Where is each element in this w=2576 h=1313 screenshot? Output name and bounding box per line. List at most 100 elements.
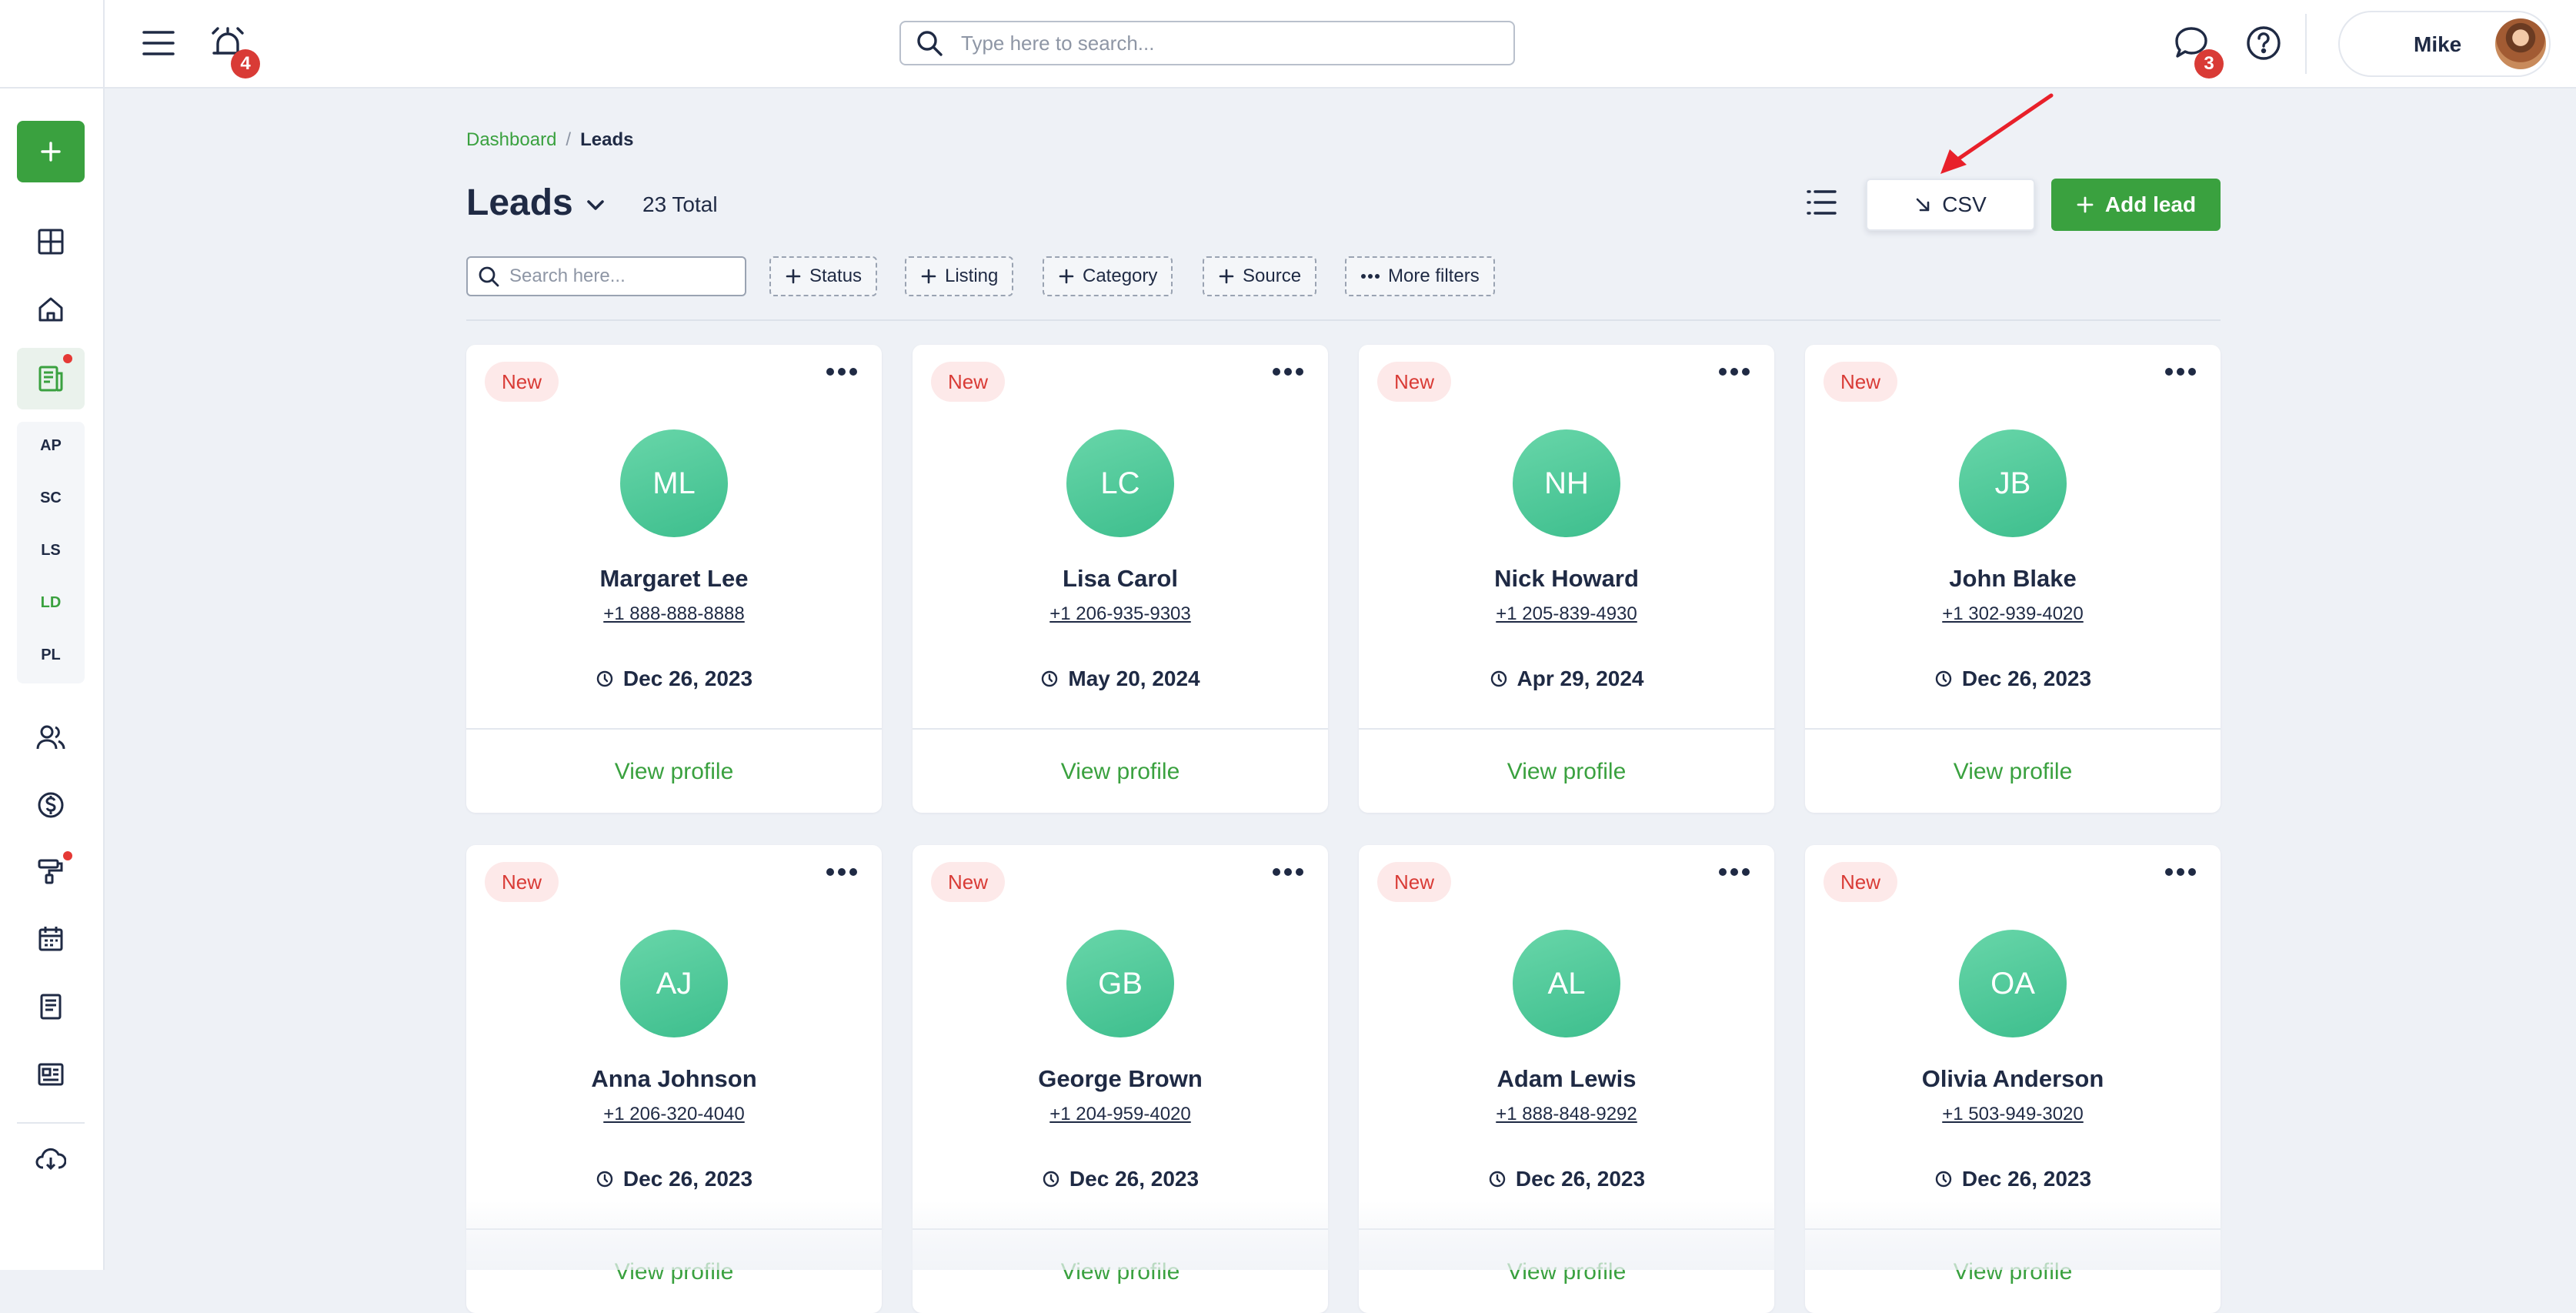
global-search[interactable] (899, 21, 1515, 65)
lead-date-text: Apr 29, 2024 (1517, 667, 1644, 690)
sidebar-item-ls[interactable]: LS (41, 542, 61, 559)
sidebar-item-dashboard[interactable] (31, 222, 71, 262)
sidebar-item-maintenance[interactable] (31, 851, 71, 891)
lead-card: New JB John Blake +1 302-939-4020 Dec 26, 20… (1805, 345, 2221, 813)
card-menu-button[interactable] (2164, 366, 2197, 381)
view-profile-link[interactable]: View profile (1060, 759, 1180, 784)
filter-source-label: Source (1243, 266, 1302, 286)
dollar-circle-icon (38, 792, 64, 818)
user-menu[interactable]: Mike (2338, 11, 2551, 77)
avatar: AL (1513, 930, 1620, 1037)
page-title[interactable]: Leads (466, 182, 573, 223)
leads-section-icon-wrap[interactable] (31, 359, 71, 399)
lead-name: George Brown (1038, 1065, 1203, 1092)
more-horizontal-icon (1719, 868, 1750, 876)
sidebar-item-download[interactable] (31, 1139, 71, 1179)
filter-status[interactable]: Status (769, 256, 878, 296)
avatar: NH (1513, 429, 1620, 537)
quick-create-button[interactable] (17, 121, 85, 182)
grid-layout-icon (38, 229, 64, 255)
view-profile-link[interactable]: View profile (1507, 759, 1627, 784)
help-button[interactable] (2242, 22, 2285, 65)
sidebar-item-leads-active[interactable] (17, 348, 85, 409)
card-menu-button[interactable] (1271, 867, 1305, 881)
card-menu-button[interactable] (2164, 867, 2197, 881)
messages-button[interactable] (2170, 22, 2213, 65)
view-profile-link[interactable]: View profile (1060, 1259, 1180, 1285)
sidebar-item-ap[interactable]: AP (40, 437, 62, 454)
notification-dot (63, 354, 72, 363)
lead-name: Nick Howard (1494, 565, 1639, 592)
card-divider (1359, 728, 1774, 730)
card-menu-button[interactable] (1717, 867, 1751, 881)
filter-listing[interactable]: Listing (905, 256, 1014, 296)
export-csv-button[interactable]: CSV (1866, 179, 2035, 231)
lead-card: New AL Adam Lewis +1 888-848-9292 Dec 26, 20… (1359, 845, 1774, 1313)
card-divider (466, 1228, 882, 1230)
view-profile-link[interactable]: View profile (614, 1259, 734, 1285)
avatar: AJ (620, 930, 728, 1037)
lead-phone-link[interactable]: +1 503-949-3020 (1942, 1104, 2084, 1124)
sidebar-item-pl[interactable]: PL (41, 646, 61, 663)
clock-icon (1935, 1171, 1952, 1188)
top-bar: 4 3 Mike (105, 0, 2576, 89)
sidebar-item-contacts[interactable] (31, 717, 71, 757)
lead-card: New LC Lisa Carol +1 206-935-9303 May 20, 20… (913, 345, 1328, 813)
lead-date: Dec 26, 2023 (466, 1167, 882, 1191)
card-divider (466, 728, 882, 730)
title-dropdown-toggle[interactable] (582, 191, 609, 222)
lead-card: New GB George Brown +1 204-959-4020 Dec 26, … (913, 845, 1328, 1313)
status-badge: New (1377, 362, 1452, 402)
search-icon (479, 266, 499, 287)
sidebar-item-ld[interactable]: LD (40, 594, 62, 611)
list-view-icon (1807, 190, 1837, 215)
clock-icon (596, 670, 613, 687)
global-search-input[interactable] (961, 31, 1500, 55)
filter-source[interactable]: Source (1203, 256, 1317, 296)
filter-category-label: Category (1083, 266, 1158, 286)
paint-roller-icon (38, 859, 63, 884)
leads-search[interactable] (466, 256, 746, 296)
cloud-download-icon (35, 1148, 66, 1171)
lead-phone-link[interactable]: +1 888-848-9292 (1496, 1104, 1637, 1124)
lead-date-text: Dec 26, 2023 (622, 667, 753, 690)
breadcrumb-dashboard-link[interactable]: Dashboard (466, 129, 557, 150)
sidebar-item-home[interactable] (31, 289, 71, 329)
notification-dot (63, 851, 72, 860)
lead-phone-link[interactable]: +1 206-935-9303 (1049, 603, 1191, 624)
avatar: GB (1066, 930, 1174, 1037)
sidebar-item-finance[interactable] (31, 785, 71, 825)
messages-badge: 3 (2194, 49, 2224, 79)
lead-card: New OA Olivia Anderson +1 503-949-3020 Dec 2… (1805, 845, 2221, 1313)
plus-icon (1059, 269, 1074, 284)
sidebar-item-calendar[interactable] (31, 919, 71, 959)
card-menu-button[interactable] (1717, 366, 1751, 381)
view-profile-link[interactable]: View profile (1953, 1259, 2073, 1285)
view-profile-link[interactable]: View profile (1507, 1259, 1627, 1285)
filter-more[interactable]: More filters (1345, 256, 1495, 296)
add-lead-button[interactable]: Add lead (2051, 179, 2221, 231)
lead-phone-link[interactable]: +1 206-320-4040 (603, 1104, 745, 1124)
card-menu-button[interactable] (825, 867, 859, 881)
sidebar-logo-area (0, 0, 103, 89)
view-profile-link[interactable]: View profile (1953, 759, 2073, 784)
lead-phone-link[interactable]: +1 204-959-4020 (1049, 1104, 1191, 1124)
view-profile-link[interactable]: View profile (614, 759, 734, 784)
card-menu-button[interactable] (825, 366, 859, 381)
arrow-down-right-icon (1916, 198, 1930, 212)
lead-phone-link[interactable]: +1 205-839-4930 (1496, 603, 1637, 624)
menu-toggle-button[interactable] (138, 23, 179, 63)
card-menu-button[interactable] (1271, 366, 1305, 381)
lead-phone-link[interactable]: +1 888-888-8888 (603, 603, 745, 624)
sidebar-item-documents[interactable] (31, 987, 71, 1027)
leads-search-input[interactable] (509, 266, 740, 287)
filter-listing-label: Listing (945, 266, 999, 286)
sidebar-item-listings[interactable] (31, 1054, 71, 1094)
filter-category[interactable]: Category (1043, 256, 1173, 296)
lead-phone-link[interactable]: +1 302-939-4020 (1942, 603, 2084, 624)
list-view-toggle[interactable] (1805, 186, 1837, 222)
sidebar-item-sc[interactable]: SC (40, 489, 62, 506)
clock-icon (1489, 1171, 1506, 1188)
avatar: JB (1959, 429, 2067, 537)
card-divider (913, 728, 1328, 730)
